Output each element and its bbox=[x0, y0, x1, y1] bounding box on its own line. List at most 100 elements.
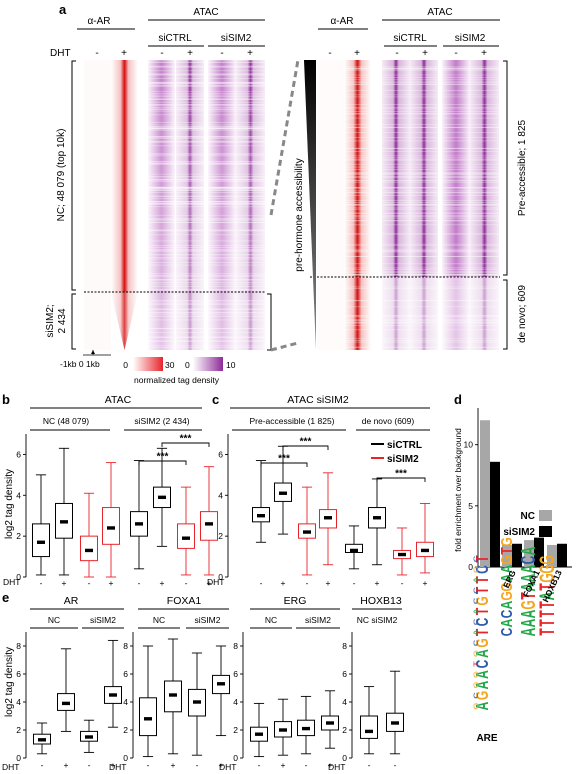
dht-minus: - bbox=[395, 48, 398, 59]
colorbar-red bbox=[133, 357, 163, 371]
motif-letter: A bbox=[472, 629, 479, 636]
panel-e-dht: DHT bbox=[328, 762, 345, 772]
group-label: NC bbox=[265, 615, 277, 625]
y-tick-label: 8 bbox=[342, 641, 347, 651]
box-median bbox=[85, 735, 93, 739]
motif-letter: T bbox=[472, 661, 479, 667]
box bbox=[33, 722, 51, 755]
box bbox=[177, 486, 195, 576]
box bbox=[130, 460, 148, 570]
panel-b-title: ATAC bbox=[105, 394, 132, 406]
y-tick-label: 0 bbox=[468, 562, 473, 572]
motif-letter: A bbox=[517, 610, 540, 619]
box-body bbox=[139, 697, 157, 737]
box-median bbox=[279, 728, 287, 732]
motif-letter: T bbox=[517, 592, 540, 600]
bar bbox=[524, 540, 534, 567]
motif-letter: C bbox=[472, 618, 479, 625]
colorbar-red-max: 30 bbox=[165, 360, 175, 370]
y-tick-label: 6 bbox=[16, 669, 21, 679]
x-tick-label: + bbox=[281, 578, 286, 588]
motif-letter: C bbox=[472, 597, 479, 604]
y-tick-label: 4 bbox=[233, 697, 238, 707]
box-body bbox=[80, 535, 98, 562]
motif-letter: A bbox=[517, 574, 540, 583]
box bbox=[57, 648, 75, 732]
y-tick-label: 4 bbox=[218, 490, 223, 500]
motif-letter: G bbox=[534, 573, 559, 582]
colorbar-purple bbox=[193, 357, 223, 371]
x-tick-label: - bbox=[368, 760, 371, 770]
sig-label: *** bbox=[157, 452, 169, 463]
panel-a: a α-AR ATAC siCTRL siSIM2 DHT - + - + - … bbox=[45, 2, 528, 385]
x-tick-label: - bbox=[258, 760, 261, 770]
panel-b-group2: siSIM2 (2 434) bbox=[134, 416, 189, 426]
motif-letter: G bbox=[472, 566, 479, 573]
motif-label-are: ARE bbox=[476, 733, 497, 744]
sig-bracket bbox=[161, 442, 210, 447]
motif-letter: T bbox=[473, 628, 493, 636]
panel-c-plot: 0 2 4 6 - + - + - + - + *** *** *** bbox=[218, 434, 434, 588]
box bbox=[104, 639, 122, 728]
box-median bbox=[421, 548, 429, 553]
y-tick-label: 6 bbox=[342, 669, 347, 679]
colorbar-purple-min: 0 bbox=[185, 360, 190, 370]
motif-letter: G bbox=[472, 682, 479, 689]
box-median bbox=[144, 717, 152, 721]
box bbox=[153, 447, 171, 547]
atac-header-left: ATAC bbox=[193, 7, 218, 18]
box bbox=[319, 472, 337, 566]
motif-letter: T bbox=[473, 555, 493, 563]
box-body bbox=[32, 523, 50, 558]
box-median bbox=[107, 526, 115, 530]
legend-sictrl-label: siCTRL bbox=[387, 440, 422, 451]
panel-c-group1: Pre-accessible (1 825) bbox=[249, 416, 334, 426]
box bbox=[139, 645, 157, 758]
motif-letter: T bbox=[534, 619, 559, 627]
motif-letter: G bbox=[534, 564, 559, 573]
y-tick-label: 2 bbox=[218, 531, 223, 541]
box-median bbox=[62, 701, 70, 706]
box bbox=[32, 474, 50, 576]
panel-e-dht: DHT bbox=[2, 762, 19, 772]
box bbox=[80, 719, 98, 753]
panel-b-ylabel: log2 tag density bbox=[4, 469, 15, 539]
nc-cluster-label: NC; 48 079 (top 10k) bbox=[56, 129, 67, 222]
box bbox=[250, 702, 268, 758]
bar bbox=[490, 461, 500, 567]
x-tick-label: + bbox=[326, 578, 331, 588]
motif-letter: C bbox=[473, 565, 493, 574]
box-body bbox=[177, 523, 195, 549]
group-label: NC bbox=[153, 615, 165, 625]
sig-label: *** bbox=[278, 454, 290, 465]
x-tick-label: + bbox=[328, 760, 333, 770]
motif-letter: T bbox=[534, 601, 559, 609]
sisim2-cluster-label-1: siSIM2; bbox=[45, 304, 56, 337]
x-tick-label: - bbox=[353, 578, 356, 588]
y-tick-label: 4 bbox=[342, 697, 347, 707]
motif-letter: G bbox=[472, 671, 479, 678]
box-body bbox=[200, 511, 218, 541]
y-tick-label: 6 bbox=[218, 449, 223, 459]
box-median bbox=[255, 732, 263, 736]
x-tick-label: + bbox=[160, 578, 165, 588]
panel-c: c ATAC siSIM2 Pre-accessible (1 825) de … bbox=[207, 392, 434, 588]
motif-letter: A bbox=[473, 670, 493, 679]
box-median bbox=[365, 729, 373, 734]
heatmap-ar-dht-nc bbox=[111, 60, 138, 292]
bar bbox=[557, 543, 567, 567]
x-tick-label: + bbox=[375, 578, 380, 588]
y-tick-label: 8 bbox=[16, 641, 21, 651]
motif-letter: G bbox=[473, 691, 493, 700]
x-tick-label: + bbox=[219, 760, 224, 770]
motif-letter: A bbox=[517, 583, 540, 592]
x-tick-label: - bbox=[88, 578, 91, 588]
box bbox=[252, 460, 270, 543]
x-tick-label: + bbox=[171, 760, 176, 770]
motif-letter: T bbox=[534, 628, 559, 636]
box-median bbox=[398, 552, 406, 557]
x-tick-label: - bbox=[196, 760, 199, 770]
box-median bbox=[326, 721, 334, 725]
